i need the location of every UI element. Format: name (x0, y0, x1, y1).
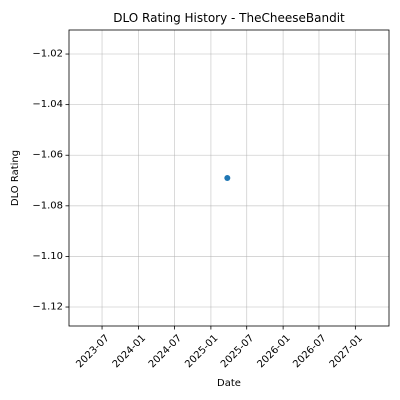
points-layer (224, 175, 231, 181)
y-tick-label: −1.02 (32, 49, 63, 60)
chart-title: DLO Rating History - TheCheeseBandit (113, 11, 345, 25)
y-axis-title: DLO Rating (10, 150, 21, 206)
y-tick-label: −1.08 (32, 200, 63, 211)
y-tick-label: −1.10 (32, 251, 63, 262)
grid-layer (69, 30, 389, 326)
y-tick-label: −1.12 (32, 302, 63, 313)
plot-frame (68, 29, 390, 327)
y-tick-label: −1.06 (32, 150, 63, 161)
data-point (224, 175, 231, 181)
y-tick-label: −1.04 (32, 99, 63, 110)
x-axis-title: Date (217, 378, 241, 389)
